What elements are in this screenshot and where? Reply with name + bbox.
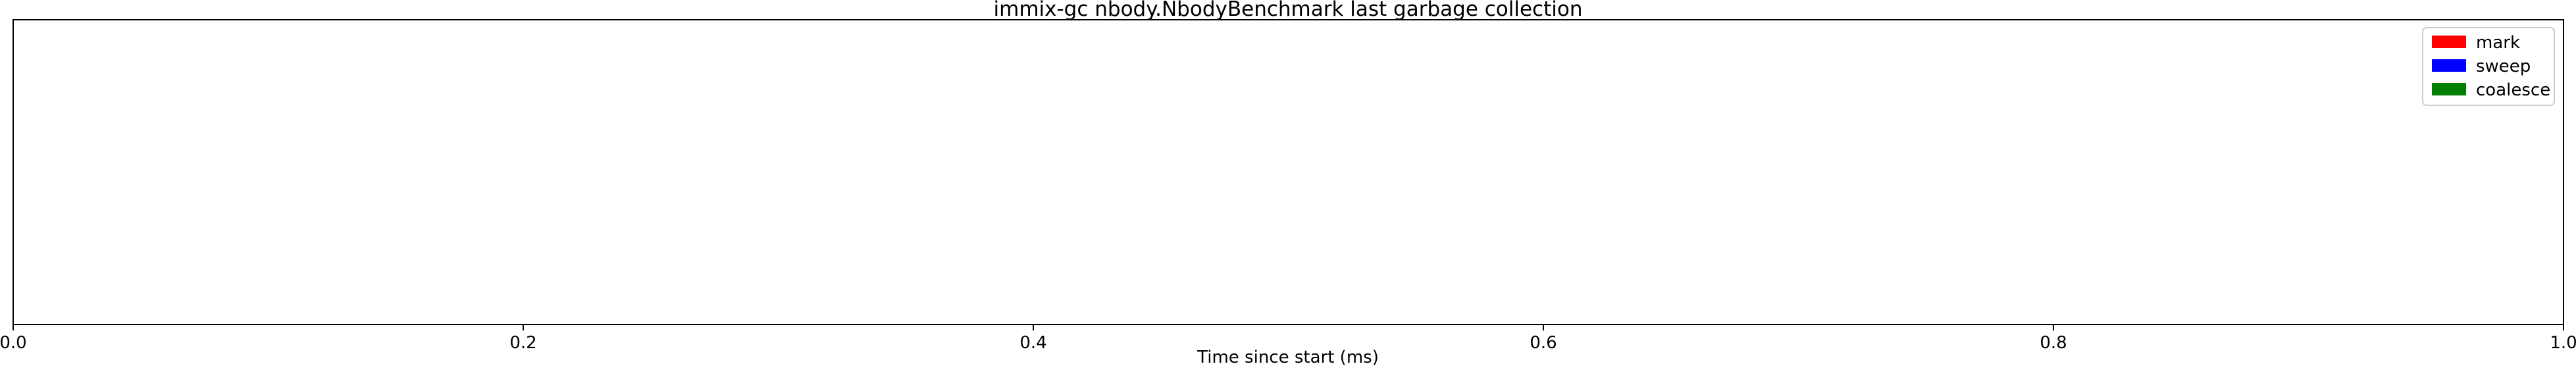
x-axis-label: Time since start (ms) bbox=[1197, 348, 1379, 366]
legend-label-mark: mark bbox=[2476, 33, 2520, 53]
legend-label-coalesce: coalesce bbox=[2476, 80, 2550, 100]
chart-title: immix-gc nbody.NbodyBenchmark last garba… bbox=[994, 0, 1583, 21]
legend: mark sweep coalesce bbox=[2422, 27, 2555, 106]
x-tick-label: 0.0 bbox=[0, 333, 27, 353]
x-tick-label: 0.6 bbox=[1530, 333, 1557, 353]
x-tick-label: 0.4 bbox=[1019, 333, 1046, 353]
legend-label-sweep: sweep bbox=[2476, 57, 2531, 76]
x-tick-label: 0.2 bbox=[509, 333, 536, 353]
plot-area bbox=[13, 19, 2564, 325]
x-tick-label: 0.8 bbox=[2040, 333, 2067, 353]
legend-swatch-coalesce bbox=[2432, 83, 2466, 95]
legend-swatch-sweep bbox=[2432, 59, 2466, 72]
x-tick-label: 1.0 bbox=[2550, 333, 2576, 353]
legend-swatch-mark bbox=[2432, 36, 2466, 48]
x-axis-ticks: 0.0 0.2 0.4 0.6 0.8 1.0 bbox=[0, 325, 2576, 353]
